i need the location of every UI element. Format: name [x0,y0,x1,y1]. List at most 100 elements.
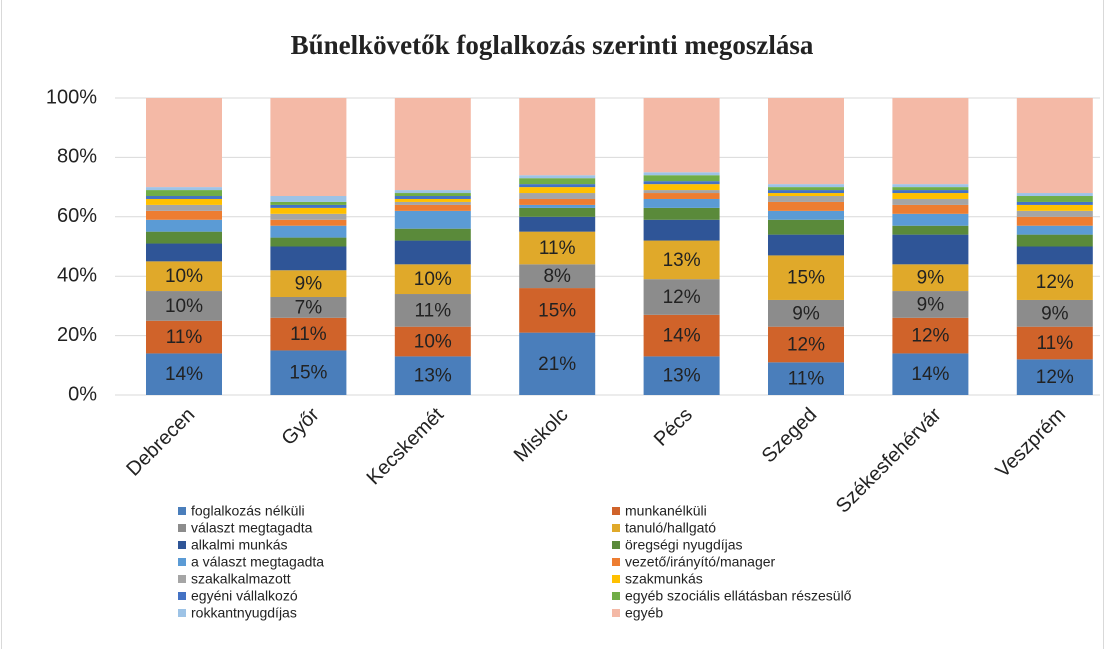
bar-segment [146,243,222,262]
bar-segment [519,204,596,208]
x-tick-label: Pécs [650,404,697,451]
bar-segment [270,219,347,226]
bar-segment [1016,234,1093,247]
bar-segment [892,264,969,292]
legend-label: vezető/irányító/manager [625,554,776,570]
bar-segment [768,193,844,197]
bar-segment [519,178,596,185]
bar-segment [270,207,347,214]
bar-segment [394,210,471,229]
bar-segment [1016,326,1093,360]
bar-segment [519,332,596,395]
data-label: 15% [538,300,576,321]
bar-segment [768,326,844,363]
bar-segment [394,228,471,241]
bar-segment [768,98,844,185]
bar-segment [768,299,844,327]
x-tick-label: Veszprém [992,404,1070,482]
bar-segment [270,296,347,318]
bar-segment [768,184,844,188]
y-tick-label: 60% [57,205,97,227]
bar-segment [146,210,222,220]
legend-swatch [178,575,186,583]
bar-segment [146,320,222,354]
legend-swatch [612,524,620,532]
data-label: 10% [165,296,203,317]
x-tick-label: Székesfehérvár [832,403,946,517]
legend-label: rokkantnyugdíjas [191,605,297,621]
bar-segment [1016,201,1093,205]
bar-segment [768,196,844,202]
bar-segment [892,225,969,235]
legend-swatch [612,541,620,549]
data-label: 15% [787,268,825,289]
bar-segment [146,187,222,191]
legend-label: szakmunkás [625,571,703,587]
data-label: 11% [290,324,327,345]
data-label: 9% [917,294,945,315]
x-tick-label: Kecskemét [363,403,449,489]
bar-segment [394,326,471,357]
bar-segment [270,196,347,202]
data-label: 11% [539,238,576,259]
data-label: 14% [911,364,949,385]
bar-segment [394,193,471,197]
bar-segment [270,201,347,205]
legend-label: a választ megtagadta [191,554,324,570]
legend-swatch [612,507,620,515]
bar-segment [519,193,596,199]
bar-segment [1016,216,1093,226]
legend-label: alkalmi munkás [191,537,287,553]
bar-segment [270,225,347,238]
data-label: 9% [1041,303,1069,324]
bar-segment [394,356,471,395]
legend-label: választ megtagadta [191,520,313,536]
bar-segment [519,175,596,179]
bar-segment [1016,299,1093,327]
bar-segment [643,172,720,176]
data-label: 14% [663,326,701,347]
x-tick-label: Miskolc [510,404,573,467]
data-label: 7% [295,297,323,318]
bar-segment [768,362,844,395]
data-label: 11% [788,369,825,390]
data-label: 9% [917,268,945,289]
bar-segment [146,261,222,292]
bar-segment [146,291,222,321]
data-label: 11% [166,327,203,348]
bar-segment [519,184,596,188]
bar-segment [643,190,720,194]
legend-label: egyéni vállalkozó [191,588,298,604]
bar-segment [394,196,471,199]
data-label: 11% [1036,333,1073,354]
data-label: 12% [1036,367,1074,388]
bar-segment [1016,98,1093,194]
legend-swatch [612,558,620,566]
bar-segment [892,204,969,214]
bar-segment [394,190,471,194]
data-label: 13% [663,366,701,387]
bar-segment [643,181,720,185]
legend-swatch [178,592,186,600]
bar-segment [394,294,471,327]
data-label: 10% [165,266,203,287]
data-label: 9% [792,303,820,324]
bar-segment [146,204,222,211]
y-tick-label: 20% [57,324,97,346]
bar-segment [519,98,596,176]
bar-segment [270,317,347,351]
data-label: 9% [295,274,323,295]
bar-segment [1016,210,1093,217]
bar-segment [643,240,720,280]
bar-segment [643,207,720,220]
bar-segment [519,216,596,232]
bar-segment [892,213,969,226]
legend-swatch [612,592,620,600]
bar-segment [768,190,844,194]
data-label: 8% [543,266,571,287]
bar-segment [643,193,720,199]
bar-segment [519,288,596,333]
data-label: 12% [1036,272,1074,293]
legend-swatch [612,609,620,617]
legend-swatch [178,507,186,515]
